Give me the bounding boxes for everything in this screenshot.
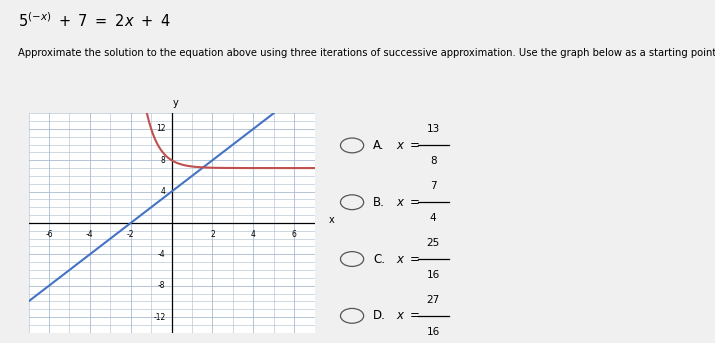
Text: 16: 16: [427, 327, 440, 337]
Text: -6: -6: [45, 230, 53, 239]
Text: Approximate the solution to the equation above using three iterations of success: Approximate the solution to the equation…: [18, 48, 715, 58]
Text: C.: C.: [373, 252, 385, 265]
Text: $x\ =\ $: $x\ =\ $: [396, 309, 420, 322]
Text: A.: A.: [373, 139, 385, 152]
Text: 6: 6: [292, 230, 297, 239]
Text: 7: 7: [430, 181, 436, 191]
Text: 4: 4: [430, 213, 436, 223]
Text: $x\ =\ $: $x\ =\ $: [396, 139, 420, 152]
Text: -12: -12: [153, 312, 165, 321]
Text: $5^{(-x)}\ +\ 7\ =\ 2x\ +\ 4$: $5^{(-x)}\ +\ 7\ =\ 2x\ +\ 4$: [18, 11, 170, 29]
Text: -2: -2: [127, 230, 134, 239]
Text: D.: D.: [373, 309, 386, 322]
Text: B.: B.: [373, 196, 385, 209]
Text: 12: 12: [156, 125, 165, 133]
Text: 16: 16: [427, 270, 440, 280]
Text: -4: -4: [158, 250, 165, 259]
Text: $x\ =\ $: $x\ =\ $: [396, 252, 420, 265]
Text: -8: -8: [158, 281, 165, 290]
Text: 25: 25: [427, 238, 440, 248]
Text: 8: 8: [430, 156, 436, 166]
Text: 13: 13: [427, 125, 440, 134]
Text: 4: 4: [161, 187, 165, 196]
Text: 2: 2: [210, 230, 214, 239]
Text: $x\ =\ $: $x\ =\ $: [396, 196, 420, 209]
Text: 8: 8: [161, 156, 165, 165]
Text: -4: -4: [86, 230, 94, 239]
Text: x: x: [329, 215, 335, 225]
Text: 27: 27: [427, 295, 440, 305]
Text: y: y: [173, 98, 179, 108]
Text: 4: 4: [251, 230, 256, 239]
